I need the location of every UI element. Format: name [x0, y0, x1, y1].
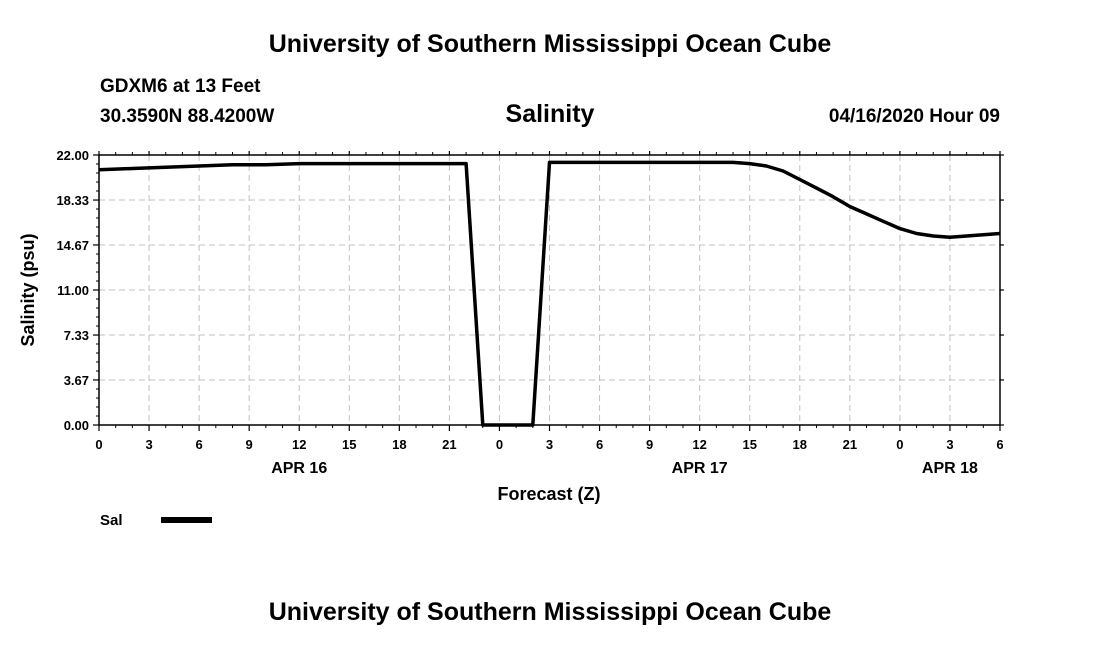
- report-title-top: University of Southern Mississippi Ocean…: [268, 30, 832, 58]
- x-tick-label: 15: [742, 437, 756, 452]
- date-label: APR 17: [672, 460, 728, 477]
- forecast-datetime: 04/16/2020 Hour 09: [828, 106, 1000, 127]
- y-tick-label: 11.00: [57, 283, 89, 298]
- y-tick-label: 0.00: [64, 418, 89, 433]
- legend-label-sal: Sal: [100, 512, 123, 529]
- y-tick-label: 18.33: [56, 193, 89, 208]
- x-tick-label: 0: [95, 437, 102, 452]
- x-tick-label: 6: [195, 437, 202, 452]
- y-tick-labels: 0.00 3.67 7.33 11.00 14.67 18.33 22.00: [56, 148, 89, 433]
- x-tick-label: 0: [896, 437, 903, 452]
- x-tick-label: 6: [996, 437, 1003, 452]
- y-tick-label: 3.67: [64, 373, 89, 388]
- y-axis-label: Salinity (psu): [18, 233, 38, 346]
- date-label: APR 16: [271, 460, 327, 477]
- x-tick-labels: 0 3 6 9 12 15 18 21 0 3 6 9 12 15 18 21 0 3 6: [95, 437, 1003, 452]
- x-tick-label: 18: [392, 437, 406, 452]
- x-tick-label: 21: [442, 437, 456, 452]
- station-name: GDXM6 at 13 Feet: [100, 76, 261, 97]
- report-title-bottom: University of Southern Mississippi Ocean…: [268, 598, 832, 626]
- x-tick-label: 21: [843, 437, 857, 452]
- x-tick-label: 15: [342, 437, 356, 452]
- x-tick-label: 9: [646, 437, 653, 452]
- x-tick-label: 3: [145, 437, 152, 452]
- y-tick-label: 22.00: [56, 148, 89, 163]
- salinity-series-line: [98, 160, 1001, 427]
- x-tick-label: 12: [692, 437, 706, 452]
- x-tick-label: 6: [596, 437, 603, 452]
- chart-title: Salinity: [505, 100, 595, 128]
- y-tick-label: 14.67: [56, 238, 89, 253]
- x-tick-label: 3: [546, 437, 553, 452]
- plot-frame: [98, 154, 1001, 426]
- x-tick-label: 18: [793, 437, 807, 452]
- date-labels: APR 16 APR 17 APR 18: [271, 460, 978, 477]
- x-tick-label: 3: [946, 437, 953, 452]
- x-tick-label: 0: [496, 437, 503, 452]
- grid-lines: [99, 155, 1000, 425]
- date-label: APR 18: [922, 460, 978, 477]
- station-coordinates: 30.3590N 88.4200W: [100, 106, 275, 127]
- x-axis-label: Forecast (Z): [497, 484, 600, 504]
- x-tick-label: 9: [246, 437, 253, 452]
- y-tick-label: 7.33: [64, 328, 89, 343]
- x-tick-label: 12: [292, 437, 306, 452]
